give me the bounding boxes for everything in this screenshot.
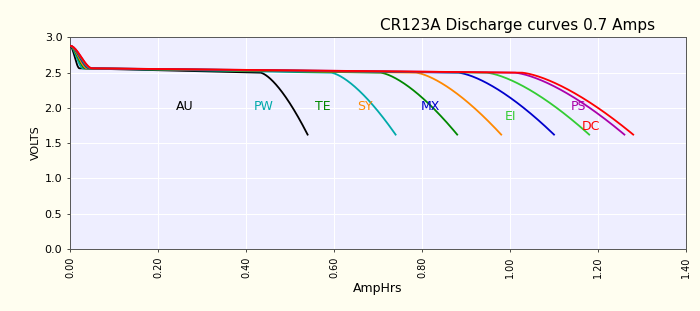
- Text: PW: PW: [253, 100, 274, 113]
- Text: AU: AU: [176, 100, 193, 113]
- Text: DC: DC: [582, 120, 601, 133]
- Text: EI: EI: [504, 110, 516, 123]
- Y-axis label: VOLTS: VOLTS: [30, 126, 41, 160]
- Text: MX: MX: [421, 100, 440, 113]
- Text: TE: TE: [315, 100, 331, 113]
- Text: PS: PS: [570, 100, 586, 113]
- Text: CR123A Discharge curves 0.7 Amps: CR123A Discharge curves 0.7 Amps: [380, 18, 655, 33]
- Text: SY: SY: [357, 100, 372, 113]
- X-axis label: AmpHrs: AmpHrs: [354, 282, 402, 295]
